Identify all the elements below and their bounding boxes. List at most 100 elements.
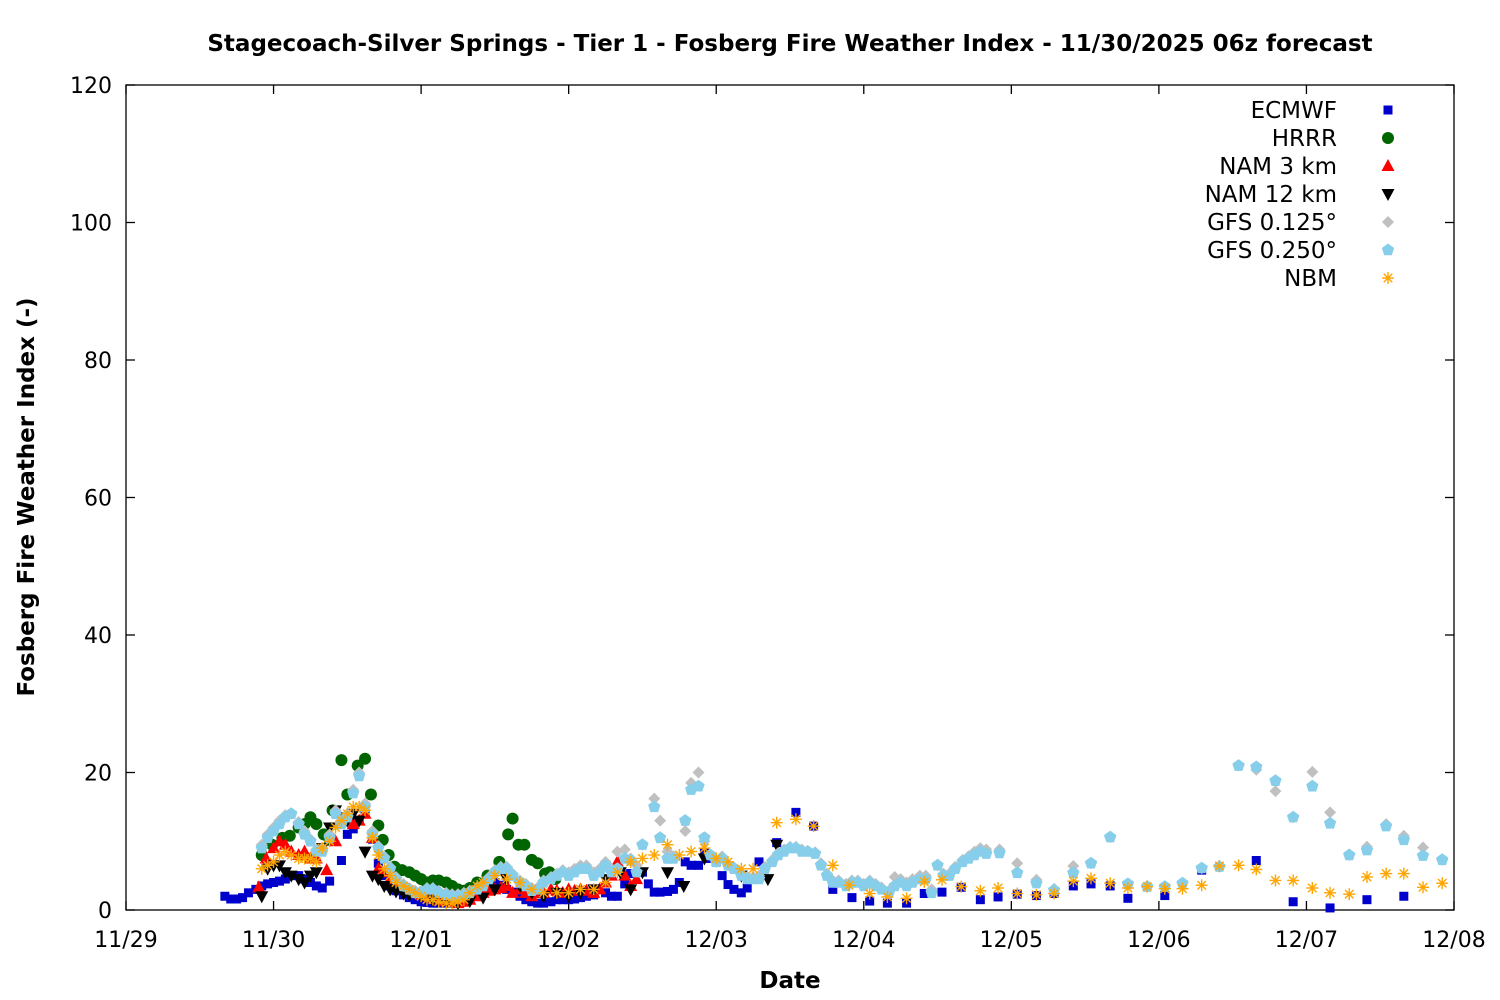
data-point bbox=[692, 779, 705, 792]
data-point bbox=[513, 876, 526, 889]
data-point bbox=[320, 863, 334, 876]
data-point bbox=[992, 882, 1005, 894]
x-tick-label: 12/05 bbox=[980, 928, 1043, 953]
data-point bbox=[1360, 871, 1373, 883]
axis-ticks: 11/29 11/30 12/01 12/02 12/03 12/04 12/05 12/06… bbox=[70, 74, 1486, 953]
data-points bbox=[220, 752, 1449, 913]
data-point bbox=[278, 867, 292, 880]
data-point bbox=[742, 883, 752, 893]
data-point bbox=[1195, 879, 1208, 892]
data-point bbox=[1323, 816, 1337, 829]
data-point bbox=[1287, 874, 1300, 887]
data-point bbox=[311, 881, 321, 891]
data-point bbox=[1011, 857, 1024, 870]
data-point bbox=[384, 869, 397, 882]
data-point bbox=[980, 847, 993, 859]
data-point bbox=[272, 860, 286, 873]
data-point bbox=[606, 891, 616, 901]
data-point bbox=[1048, 887, 1061, 900]
series-nbm bbox=[255, 800, 1449, 910]
data-point bbox=[506, 812, 519, 825]
data-point bbox=[677, 880, 691, 893]
data-point bbox=[710, 852, 723, 865]
data-point bbox=[452, 895, 464, 908]
data-point bbox=[1306, 882, 1319, 894]
data-point bbox=[863, 887, 876, 900]
data-point bbox=[612, 891, 622, 901]
data-point bbox=[304, 834, 317, 847]
data-point bbox=[1269, 774, 1282, 786]
legend-marker bbox=[1381, 159, 1395, 171]
data-point bbox=[359, 752, 372, 765]
data-point bbox=[900, 892, 913, 905]
data-point bbox=[808, 847, 822, 859]
data-point bbox=[502, 828, 515, 841]
data-point bbox=[1213, 860, 1226, 872]
data-point bbox=[581, 891, 591, 901]
data-point bbox=[463, 886, 476, 899]
legend-marker bbox=[1381, 243, 1395, 256]
data-point bbox=[1397, 867, 1410, 880]
data-point bbox=[610, 854, 624, 867]
data-point bbox=[599, 858, 612, 871]
data-point bbox=[317, 883, 327, 893]
data-point bbox=[993, 892, 1003, 902]
data-point bbox=[518, 838, 531, 851]
data-point bbox=[1141, 880, 1154, 893]
data-point bbox=[285, 807, 298, 819]
legend-marker bbox=[1383, 105, 1393, 115]
data-point bbox=[521, 895, 531, 905]
data-point bbox=[377, 880, 391, 893]
data-point bbox=[488, 884, 502, 897]
data-point bbox=[358, 846, 372, 859]
data-point bbox=[692, 766, 705, 779]
y-tick-label: 40 bbox=[84, 624, 112, 649]
chart-title: Stagecoach-Silver Springs - Tier 1 - Fos… bbox=[207, 31, 1372, 57]
data-point bbox=[1085, 872, 1098, 885]
data-point bbox=[847, 893, 857, 903]
data-point bbox=[1306, 779, 1319, 792]
data-point bbox=[698, 842, 711, 855]
legend-label: NBM bbox=[1284, 266, 1337, 292]
data-point bbox=[723, 880, 733, 890]
data-point bbox=[673, 849, 686, 861]
data-point bbox=[1104, 830, 1117, 843]
data-point bbox=[636, 838, 649, 850]
data-point bbox=[587, 883, 600, 896]
data-point bbox=[882, 898, 892, 908]
data-point bbox=[618, 868, 632, 881]
data-point bbox=[310, 818, 323, 831]
data-point bbox=[655, 887, 665, 897]
data-point bbox=[663, 886, 673, 896]
data-point bbox=[686, 860, 696, 870]
x-tick-label: 12/07 bbox=[1275, 928, 1338, 953]
data-point bbox=[1288, 897, 1298, 907]
data-point bbox=[580, 862, 593, 874]
data-point bbox=[1362, 895, 1372, 905]
data-point bbox=[1417, 841, 1430, 854]
data-point bbox=[346, 817, 360, 830]
data-point bbox=[1397, 833, 1410, 846]
data-point bbox=[791, 807, 801, 817]
legend-label: GFS 0.250° bbox=[1207, 238, 1337, 264]
data-point bbox=[255, 841, 268, 854]
data-point bbox=[1251, 856, 1261, 865]
data-point bbox=[993, 846, 1006, 859]
data-point bbox=[283, 829, 296, 842]
data-point bbox=[310, 855, 323, 868]
data-point bbox=[1160, 891, 1170, 901]
data-point bbox=[352, 815, 366, 828]
data-point bbox=[1343, 888, 1356, 901]
data-point bbox=[752, 872, 766, 885]
data-point bbox=[316, 842, 329, 855]
series-ecmwf bbox=[220, 807, 1409, 913]
data-point bbox=[1416, 849, 1430, 861]
y-tick-label: 80 bbox=[84, 349, 112, 374]
data-point bbox=[477, 876, 490, 889]
data-point bbox=[1123, 893, 1133, 903]
data-point bbox=[335, 814, 348, 827]
data-point bbox=[1324, 806, 1337, 819]
data-point bbox=[1067, 875, 1080, 888]
data-point bbox=[366, 831, 379, 844]
